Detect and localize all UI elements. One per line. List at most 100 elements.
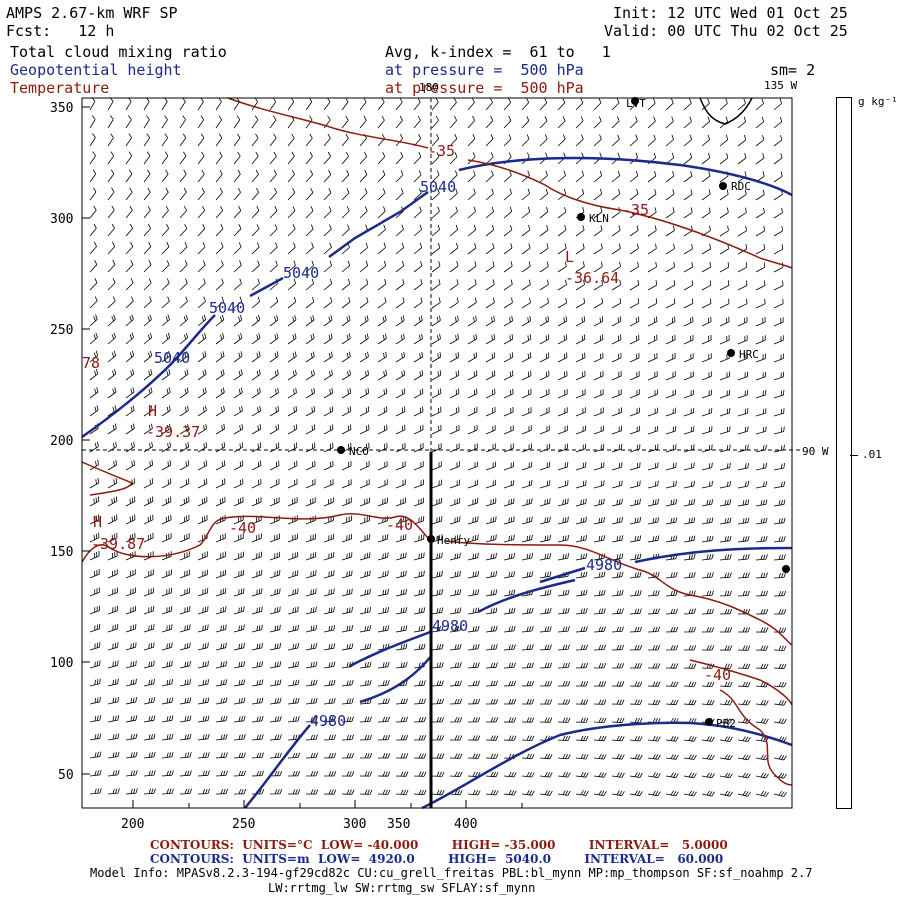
wind-barb	[773, 718, 787, 724]
wind-barb	[413, 534, 425, 543]
wind-barb	[539, 534, 551, 543]
wind-barb	[755, 736, 769, 742]
wind-barb	[179, 660, 191, 669]
wind-barb	[125, 569, 136, 579]
wind-barb	[557, 626, 570, 633]
height-contour-4980-top	[539, 546, 793, 584]
x-axis-labels: 200 250 300 350 400	[121, 817, 477, 832]
wind-barb	[377, 461, 388, 471]
wind-barb	[647, 261, 657, 273]
wind-barb	[251, 97, 259, 111]
wind-barb	[629, 772, 643, 778]
wind-barb	[575, 589, 588, 597]
height-contour-5040-seg2	[249, 276, 284, 298]
wind-barb	[503, 516, 515, 525]
wind-barb	[575, 735, 589, 742]
wind-barb	[485, 425, 496, 435]
wind-barb	[665, 626, 679, 633]
low-center-symbol: L	[565, 248, 574, 266]
wind-barb	[413, 206, 422, 219]
wind-barb	[557, 717, 571, 723]
wind-barb	[143, 605, 155, 615]
wind-barb	[665, 116, 674, 129]
wind-barb	[467, 698, 481, 705]
wind-barb	[143, 569, 154, 579]
wind-barb	[143, 296, 152, 309]
height-contour-label: 5040	[154, 349, 190, 367]
wind-barb	[305, 315, 315, 327]
wind-barb	[503, 498, 515, 507]
wind-barb	[143, 405, 153, 417]
wind-barb	[737, 772, 751, 779]
wind-barb	[683, 298, 694, 309]
wind-barb	[521, 771, 535, 778]
wind-barb	[89, 332, 98, 345]
station-marker	[782, 565, 790, 573]
wind-barb	[125, 733, 138, 741]
wind-barb	[557, 243, 567, 255]
wind-barb	[197, 752, 210, 759]
wind-barb	[485, 279, 495, 291]
wind-barb	[341, 679, 354, 687]
wind-barb	[323, 333, 333, 345]
wind-barb	[665, 790, 679, 797]
wind-barb	[521, 589, 534, 597]
wind-barb	[575, 297, 585, 309]
wind-barb	[89, 441, 99, 453]
wind-barb	[503, 370, 514, 381]
wind-barb	[701, 553, 714, 561]
wind-barb	[125, 387, 135, 399]
wind-barb	[719, 790, 733, 797]
wind-barb	[773, 116, 783, 129]
wind-barb	[539, 753, 553, 760]
wind-barb	[593, 316, 604, 327]
wind-barb	[593, 608, 606, 615]
wind-barb	[557, 116, 566, 129]
wind-barb	[125, 642, 137, 651]
wind-barb	[485, 644, 498, 651]
wind-barb	[161, 151, 169, 165]
wind-barb	[539, 297, 549, 309]
temp-pressure-level: at pressure = 500 hPa	[385, 79, 584, 97]
temp-contour-35-right	[467, 159, 793, 269]
wind-barb	[215, 770, 228, 777]
wind-barb	[413, 570, 425, 579]
wind-barb	[125, 496, 136, 507]
wind-barb	[737, 426, 749, 435]
wind-barb	[107, 169, 115, 183]
wind-barb	[359, 679, 372, 687]
wind-barb	[125, 133, 132, 147]
wind-barb	[359, 716, 372, 723]
wind-barb	[431, 315, 441, 327]
wind-barb	[269, 752, 282, 759]
wind-barb	[125, 770, 138, 777]
wind-barb	[287, 533, 298, 543]
wind-barb	[215, 205, 224, 219]
wind-barb	[359, 771, 373, 777]
wind-barb	[395, 515, 407, 525]
wind-barb	[737, 554, 750, 561]
wind-barb	[287, 369, 297, 381]
field-temperature: Temperature	[10, 79, 110, 97]
wind-barb	[737, 663, 751, 669]
y-tick-label: 300	[50, 212, 73, 227]
wind-barb	[467, 206, 476, 219]
wind-barb	[143, 97, 150, 111]
wind-barb	[593, 443, 605, 453]
wind-barb	[179, 151, 187, 165]
wind-barb	[773, 244, 784, 255]
wind-barb	[125, 205, 133, 219]
wind-barb	[305, 588, 317, 597]
wind-barb	[629, 407, 640, 417]
wind-barb	[377, 351, 387, 363]
wind-barb	[647, 243, 657, 255]
wind-barb	[629, 535, 642, 543]
wind-barb	[521, 644, 534, 651]
wind-barb	[395, 607, 408, 615]
wind-barb	[161, 369, 171, 381]
wind-barb	[287, 570, 299, 579]
height-contour-4980-mid	[349, 578, 576, 668]
wind-barb	[431, 771, 445, 777]
wind-barb	[413, 552, 425, 561]
wind-barb	[395, 497, 406, 507]
